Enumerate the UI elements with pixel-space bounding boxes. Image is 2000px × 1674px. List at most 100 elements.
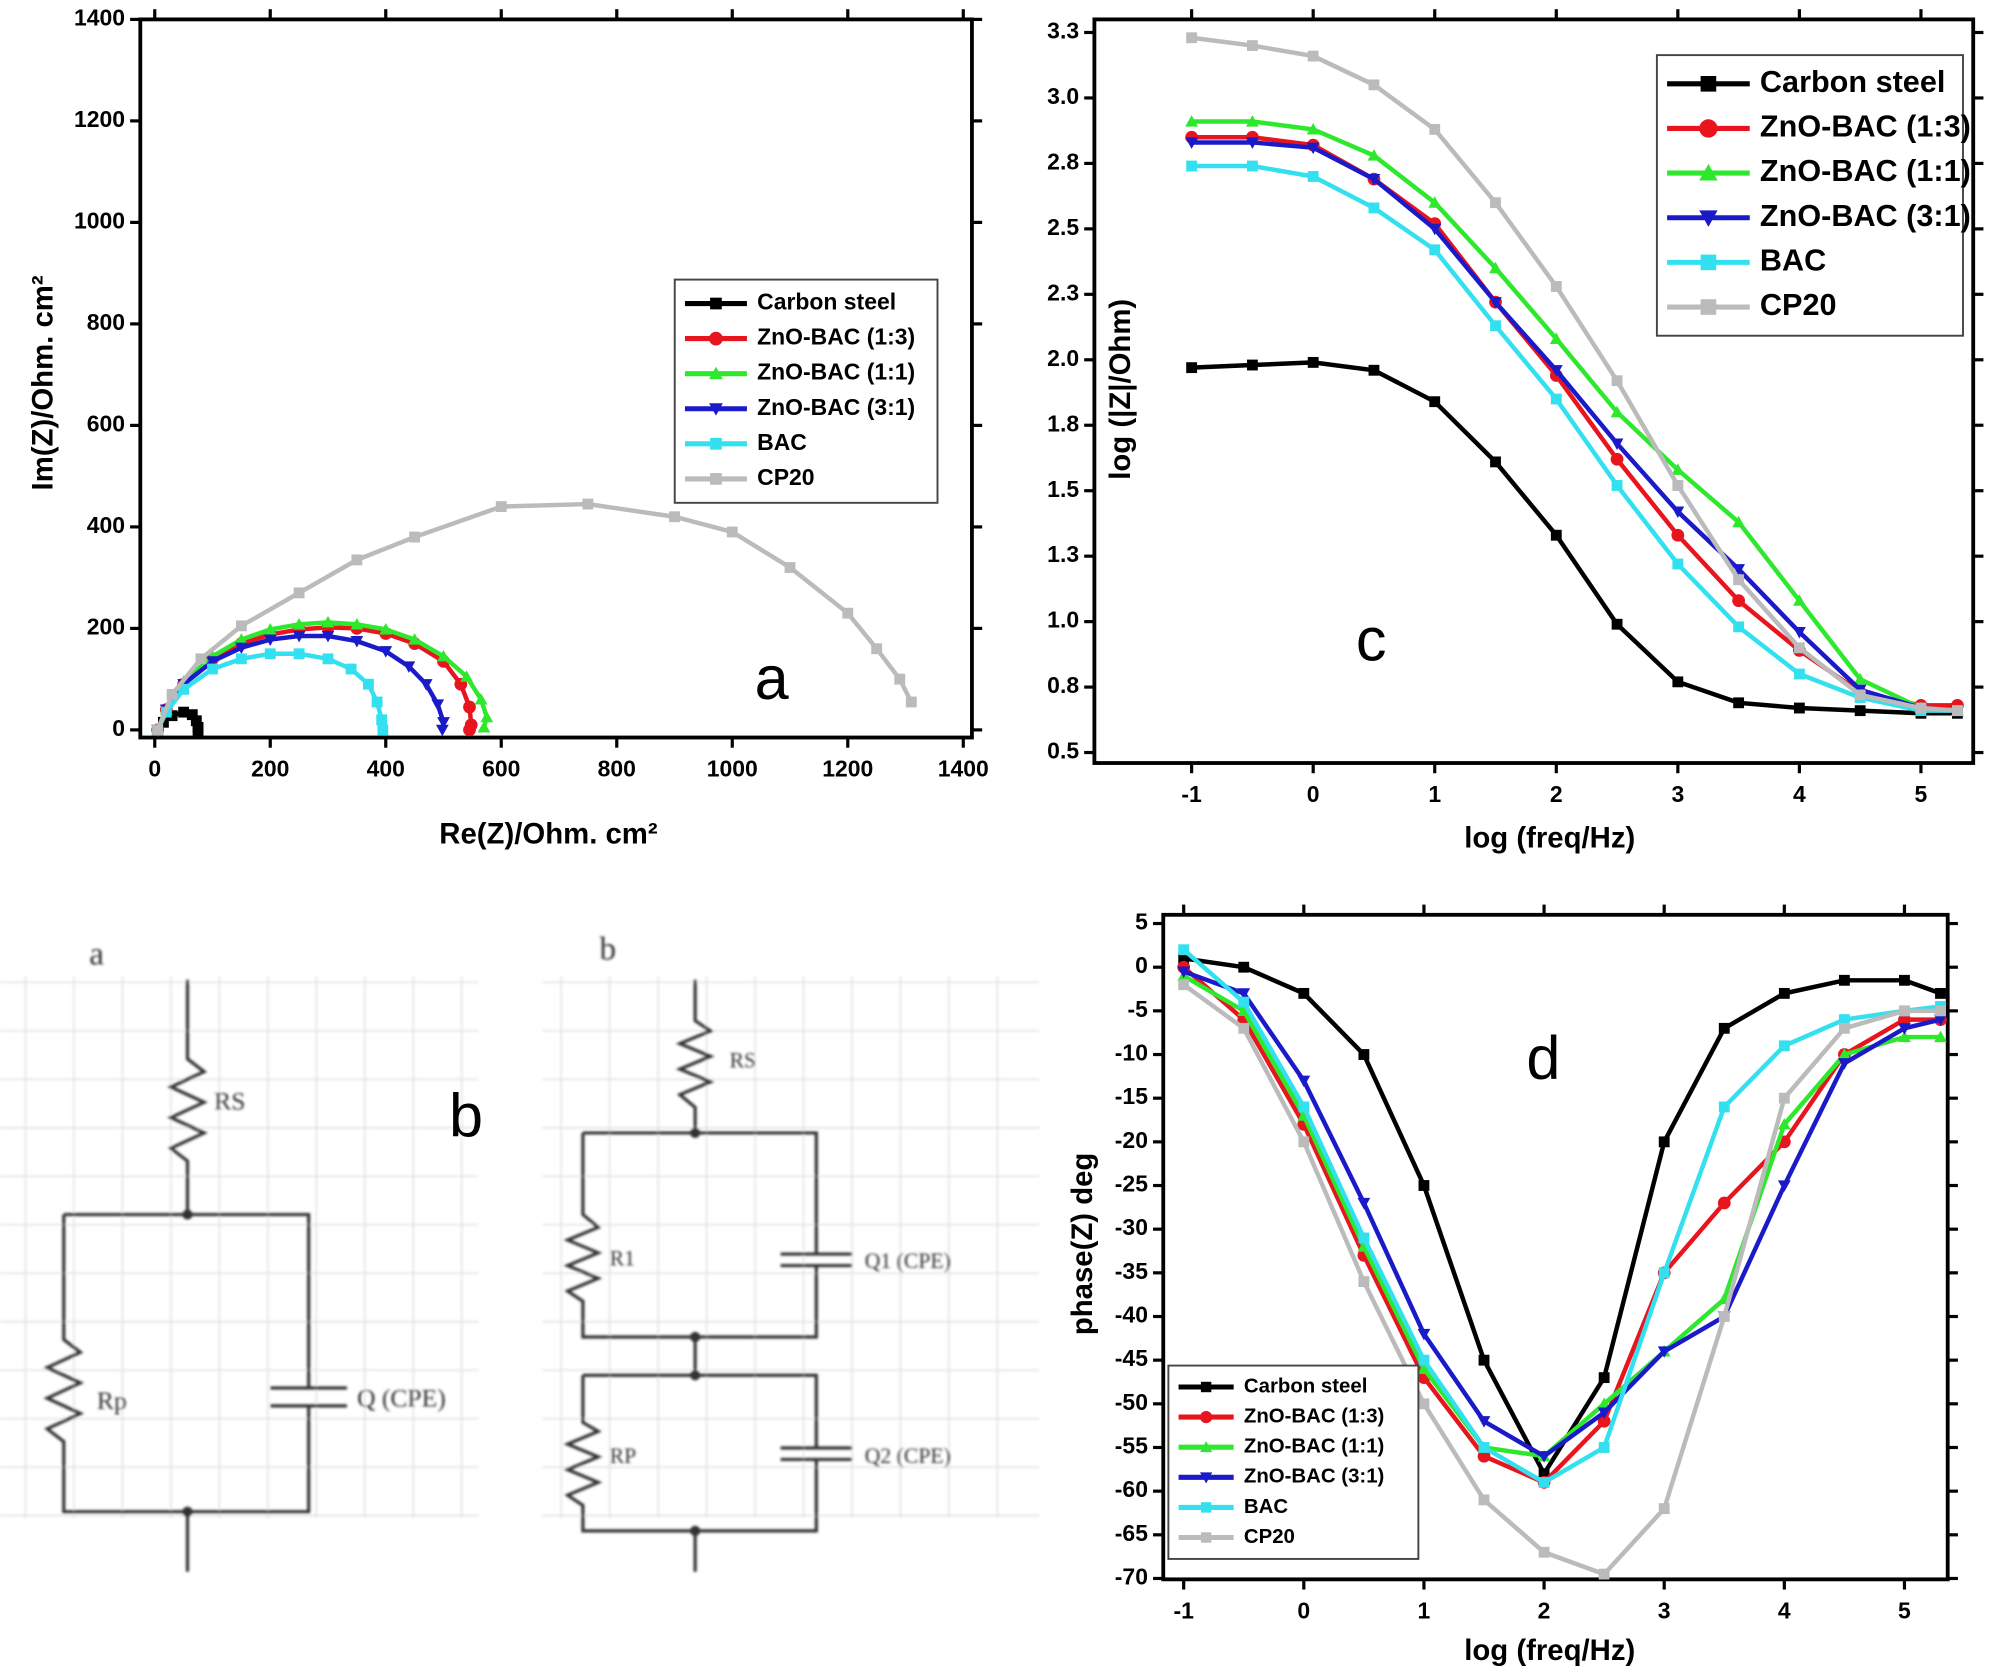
y-tick-label: -20 <box>1115 1127 1148 1153</box>
marker <box>1838 1058 1851 1070</box>
marker <box>1658 1267 1670 1279</box>
series-line <box>1191 119 1958 713</box>
marker <box>894 673 906 685</box>
marker <box>1951 705 1963 717</box>
marker <box>1778 1092 1790 1104</box>
marker <box>1611 618 1623 630</box>
marker <box>1177 966 1191 978</box>
marker <box>1598 1442 1610 1453</box>
marker <box>726 526 738 538</box>
marker <box>905 696 917 708</box>
y-tick-label: -40 <box>1115 1302 1148 1328</box>
marker <box>1307 356 1319 368</box>
marker <box>1611 375 1623 387</box>
y-tick-label: 1.0 <box>1047 607 1079 633</box>
component-label: RP <box>610 1444 637 1468</box>
marker <box>1367 174 1381 186</box>
y-tick-label: -5 <box>1128 996 1149 1022</box>
marker <box>1418 1398 1430 1410</box>
y-tick-label: -10 <box>1115 1040 1148 1066</box>
marker <box>321 630 335 643</box>
marker <box>669 511 680 523</box>
y-tick-label: 1400 <box>74 4 125 30</box>
right-circuit <box>563 979 853 1572</box>
x-tick-label: 0 <box>1307 781 1320 807</box>
y-tick-label: -25 <box>1115 1171 1148 1197</box>
legend-marker <box>1700 254 1717 271</box>
marker <box>1658 1503 1670 1515</box>
marker <box>351 554 363 566</box>
legend-label: CP20 <box>757 464 814 490</box>
series-line <box>155 620 490 731</box>
marker <box>409 531 421 543</box>
marker <box>263 634 277 646</box>
marker <box>292 617 306 630</box>
marker <box>190 715 202 727</box>
marker <box>1898 1013 1911 1026</box>
marker <box>1298 1101 1310 1113</box>
annotation: d <box>1526 1024 1560 1092</box>
legend-marker <box>1200 1532 1212 1543</box>
marker <box>1417 1328 1431 1341</box>
marker <box>1598 1568 1610 1580</box>
marker <box>1658 1136 1670 1148</box>
x-tick-label: 1 <box>1418 1598 1431 1624</box>
x-tick-label: 400 <box>367 756 405 782</box>
annotation: c <box>1356 606 1387 674</box>
y-tick-label: 800 <box>87 309 125 335</box>
legend-label: ZnO-BAC (1:1) <box>1760 154 1971 188</box>
marker <box>1793 642 1805 654</box>
marker <box>1793 668 1805 680</box>
marker <box>263 623 277 635</box>
marker <box>1237 988 1251 1000</box>
x-tick-label: 600 <box>482 756 520 782</box>
series <box>152 498 917 736</box>
marker <box>1246 40 1258 52</box>
circuit-panel: a RS Rp Q (CPE) b RS R1 Q1 (CPE) RP Q2 (… <box>0 930 1040 1572</box>
legend: Carbon steel ZnO-BAC (1:3) ZnO-BAC (1:1) Zn… <box>673 278 939 504</box>
series-line <box>1191 360 1958 716</box>
circuit-label: b <box>599 930 616 967</box>
marker <box>1429 244 1441 256</box>
marker <box>1358 1276 1370 1287</box>
legend-marker <box>1200 1472 1213 1484</box>
marker <box>1367 149 1381 161</box>
marker <box>1237 1004 1251 1016</box>
marker <box>1838 1014 1850 1026</box>
y-tick-label: 0 <box>112 715 125 741</box>
series <box>152 648 389 736</box>
series-line <box>1182 974 1941 1459</box>
marker <box>1549 332 1563 344</box>
marker <box>1793 626 1806 639</box>
legend-marker <box>1200 1410 1213 1424</box>
marker <box>350 617 364 630</box>
marker <box>1778 987 1790 999</box>
marker <box>1915 702 1927 714</box>
marker <box>1368 364 1380 376</box>
node <box>690 1370 701 1381</box>
marker <box>1297 1075 1311 1088</box>
marker <box>1549 365 1563 377</box>
node <box>690 1127 701 1139</box>
y-tick-label: 5 <box>1135 909 1148 935</box>
marker <box>1597 1397 1611 1409</box>
x-tick-label: 4 <box>1778 1598 1791 1624</box>
legend-label: Carbon steel <box>1760 65 1945 99</box>
marker <box>206 656 219 668</box>
x-tick-label: 0 <box>1297 1598 1310 1624</box>
legend: Carbon steel ZnO-BAC (1:3) ZnO-BAC (1:1) Zn… <box>1655 54 1971 337</box>
marker <box>1854 705 1866 717</box>
legend-marker <box>1200 1441 1213 1453</box>
marker <box>1717 1196 1731 1210</box>
node <box>690 1525 701 1536</box>
x-tick-label: -1 <box>1173 1598 1194 1624</box>
marker <box>463 723 476 737</box>
marker <box>1732 564 1745 576</box>
y-tick-label: 600 <box>87 410 125 436</box>
marker <box>178 706 190 718</box>
y-axis-title: phase(Z) deg <box>1066 1153 1099 1336</box>
marker <box>1597 1414 1611 1428</box>
marker <box>1671 528 1685 542</box>
legend-label: ZnO-BAC (1:1) <box>1244 1436 1384 1458</box>
marker <box>1298 987 1310 999</box>
